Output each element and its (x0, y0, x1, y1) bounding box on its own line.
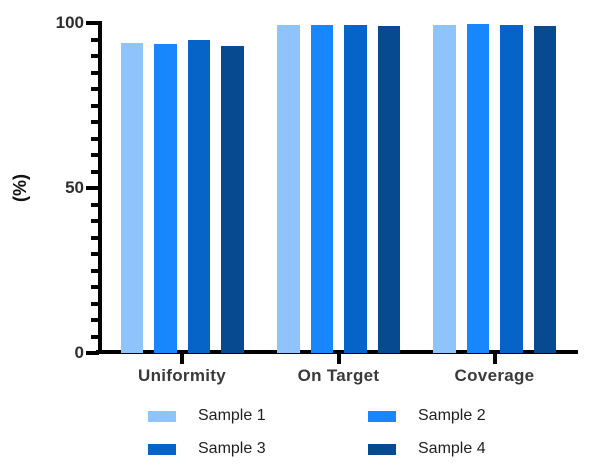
legend-item-sample-3: Sample 3 (148, 437, 320, 461)
bar-on-target-sample-3 (344, 24, 367, 353)
legend-label-sample-4: Sample 4 (418, 440, 486, 457)
y-minor-tick (91, 219, 99, 223)
bar-coverage-sample-3 (500, 24, 523, 353)
y-minor-tick (91, 268, 99, 273)
legend-label-sample-2: Sample 2 (418, 407, 486, 424)
y-tick-label: 50 (65, 178, 84, 197)
x-category-tick (492, 354, 497, 364)
y-minor-tick (91, 202, 99, 207)
bar-uniformity-sample-2 (154, 44, 177, 353)
legend-swatch-sample-3 (148, 443, 176, 455)
y-minor-tick (91, 235, 99, 240)
y-tick-label: 0 (74, 343, 84, 362)
y-minor-tick (91, 120, 99, 124)
y-minor-tick (91, 334, 99, 339)
bar-uniformity-sample-1 (120, 42, 143, 353)
bar-coverage-sample-2 (466, 24, 489, 353)
y-minor-tick (91, 87, 99, 91)
y-minor-tick (91, 169, 99, 174)
y-minor-tick (91, 54, 99, 58)
y-major-tick (86, 186, 99, 190)
bar-uniformity-sample-4 (221, 46, 244, 353)
y-minor-tick (91, 285, 99, 289)
y-minor-tick (91, 103, 99, 108)
y-major-tick (86, 21, 99, 25)
legend-swatch-sample-4 (368, 443, 396, 455)
y-axis-line (98, 21, 102, 354)
legend-swatch-sample-1 (148, 410, 176, 422)
bar-uniformity-sample-3 (187, 39, 210, 353)
y-minor-tick (91, 252, 99, 256)
y-major-tick (86, 351, 99, 355)
y-minor-tick (91, 37, 99, 42)
y-minor-tick (91, 136, 99, 141)
bar-coverage-sample-4 (533, 25, 556, 353)
x-category-tick (336, 354, 341, 364)
legend-label-sample-3: Sample 3 (198, 440, 266, 457)
y-minor-tick (91, 318, 99, 322)
bar-on-target-sample-1 (277, 24, 300, 353)
legend-item-sample-4: Sample 4 (368, 437, 486, 461)
x-axis-line (96, 350, 578, 354)
x-category-label-on-target: On Target (297, 366, 380, 385)
x-category-label-coverage: Coverage (454, 366, 535, 385)
legend: Sample 1 Sample 2 Sample 3 Sample 4 (148, 404, 486, 461)
y-tick-label: 100 (55, 13, 84, 32)
legend-swatch-sample-2 (368, 410, 396, 422)
legend-item-sample-2: Sample 2 (368, 404, 486, 428)
bar-coverage-sample-1 (433, 24, 456, 353)
y-minor-tick (91, 70, 99, 75)
x-category-tick (180, 354, 184, 364)
bar-on-target-sample-2 (310, 24, 333, 353)
bar-on-target-sample-4 (377, 26, 400, 353)
x-category-label-uniformity: Uniformity (138, 366, 226, 385)
legend-item-sample-1: Sample 1 (148, 404, 320, 428)
y-minor-tick (91, 301, 99, 306)
legend-label-sample-1: Sample 1 (198, 407, 266, 424)
y-minor-tick (91, 153, 99, 157)
